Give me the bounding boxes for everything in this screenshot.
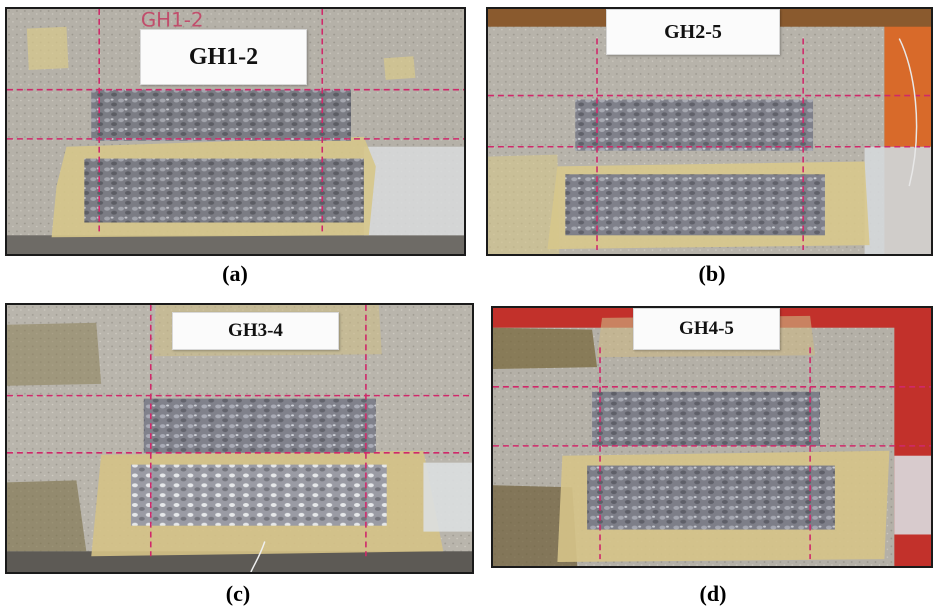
photo-panel-b: GH2-5 [486, 7, 933, 256]
specimen-label-b: GH2-5 [664, 20, 722, 43]
specimen-label-card-a: GH1-2 [140, 29, 307, 85]
caption-b: (b) [698, 261, 726, 286]
handwritten-label-a: GH1-2 [141, 9, 204, 32]
photo-panel-c: GH3-4 [5, 303, 474, 574]
caption-d: (d) [699, 581, 727, 606]
specimen-photo-d [493, 308, 931, 566]
caption-c: (c) [225, 581, 251, 606]
specimen-label-card-b: GH2-5 [606, 9, 780, 55]
specimen-label-a: GH1-2 [188, 43, 259, 70]
caption-a: (a) [222, 261, 248, 286]
specimen-label-c: GH3-4 [228, 320, 283, 341]
specimen-label-card-c: GH3-4 [172, 312, 339, 350]
photo-panel-d: GH4-5 [491, 306, 933, 568]
photo-panel-a: GH1-2 GH1-2 [5, 7, 466, 256]
specimen-label-d: GH4-5 [679, 318, 734, 339]
specimen-label-card-d: GH4-5 [633, 308, 780, 350]
